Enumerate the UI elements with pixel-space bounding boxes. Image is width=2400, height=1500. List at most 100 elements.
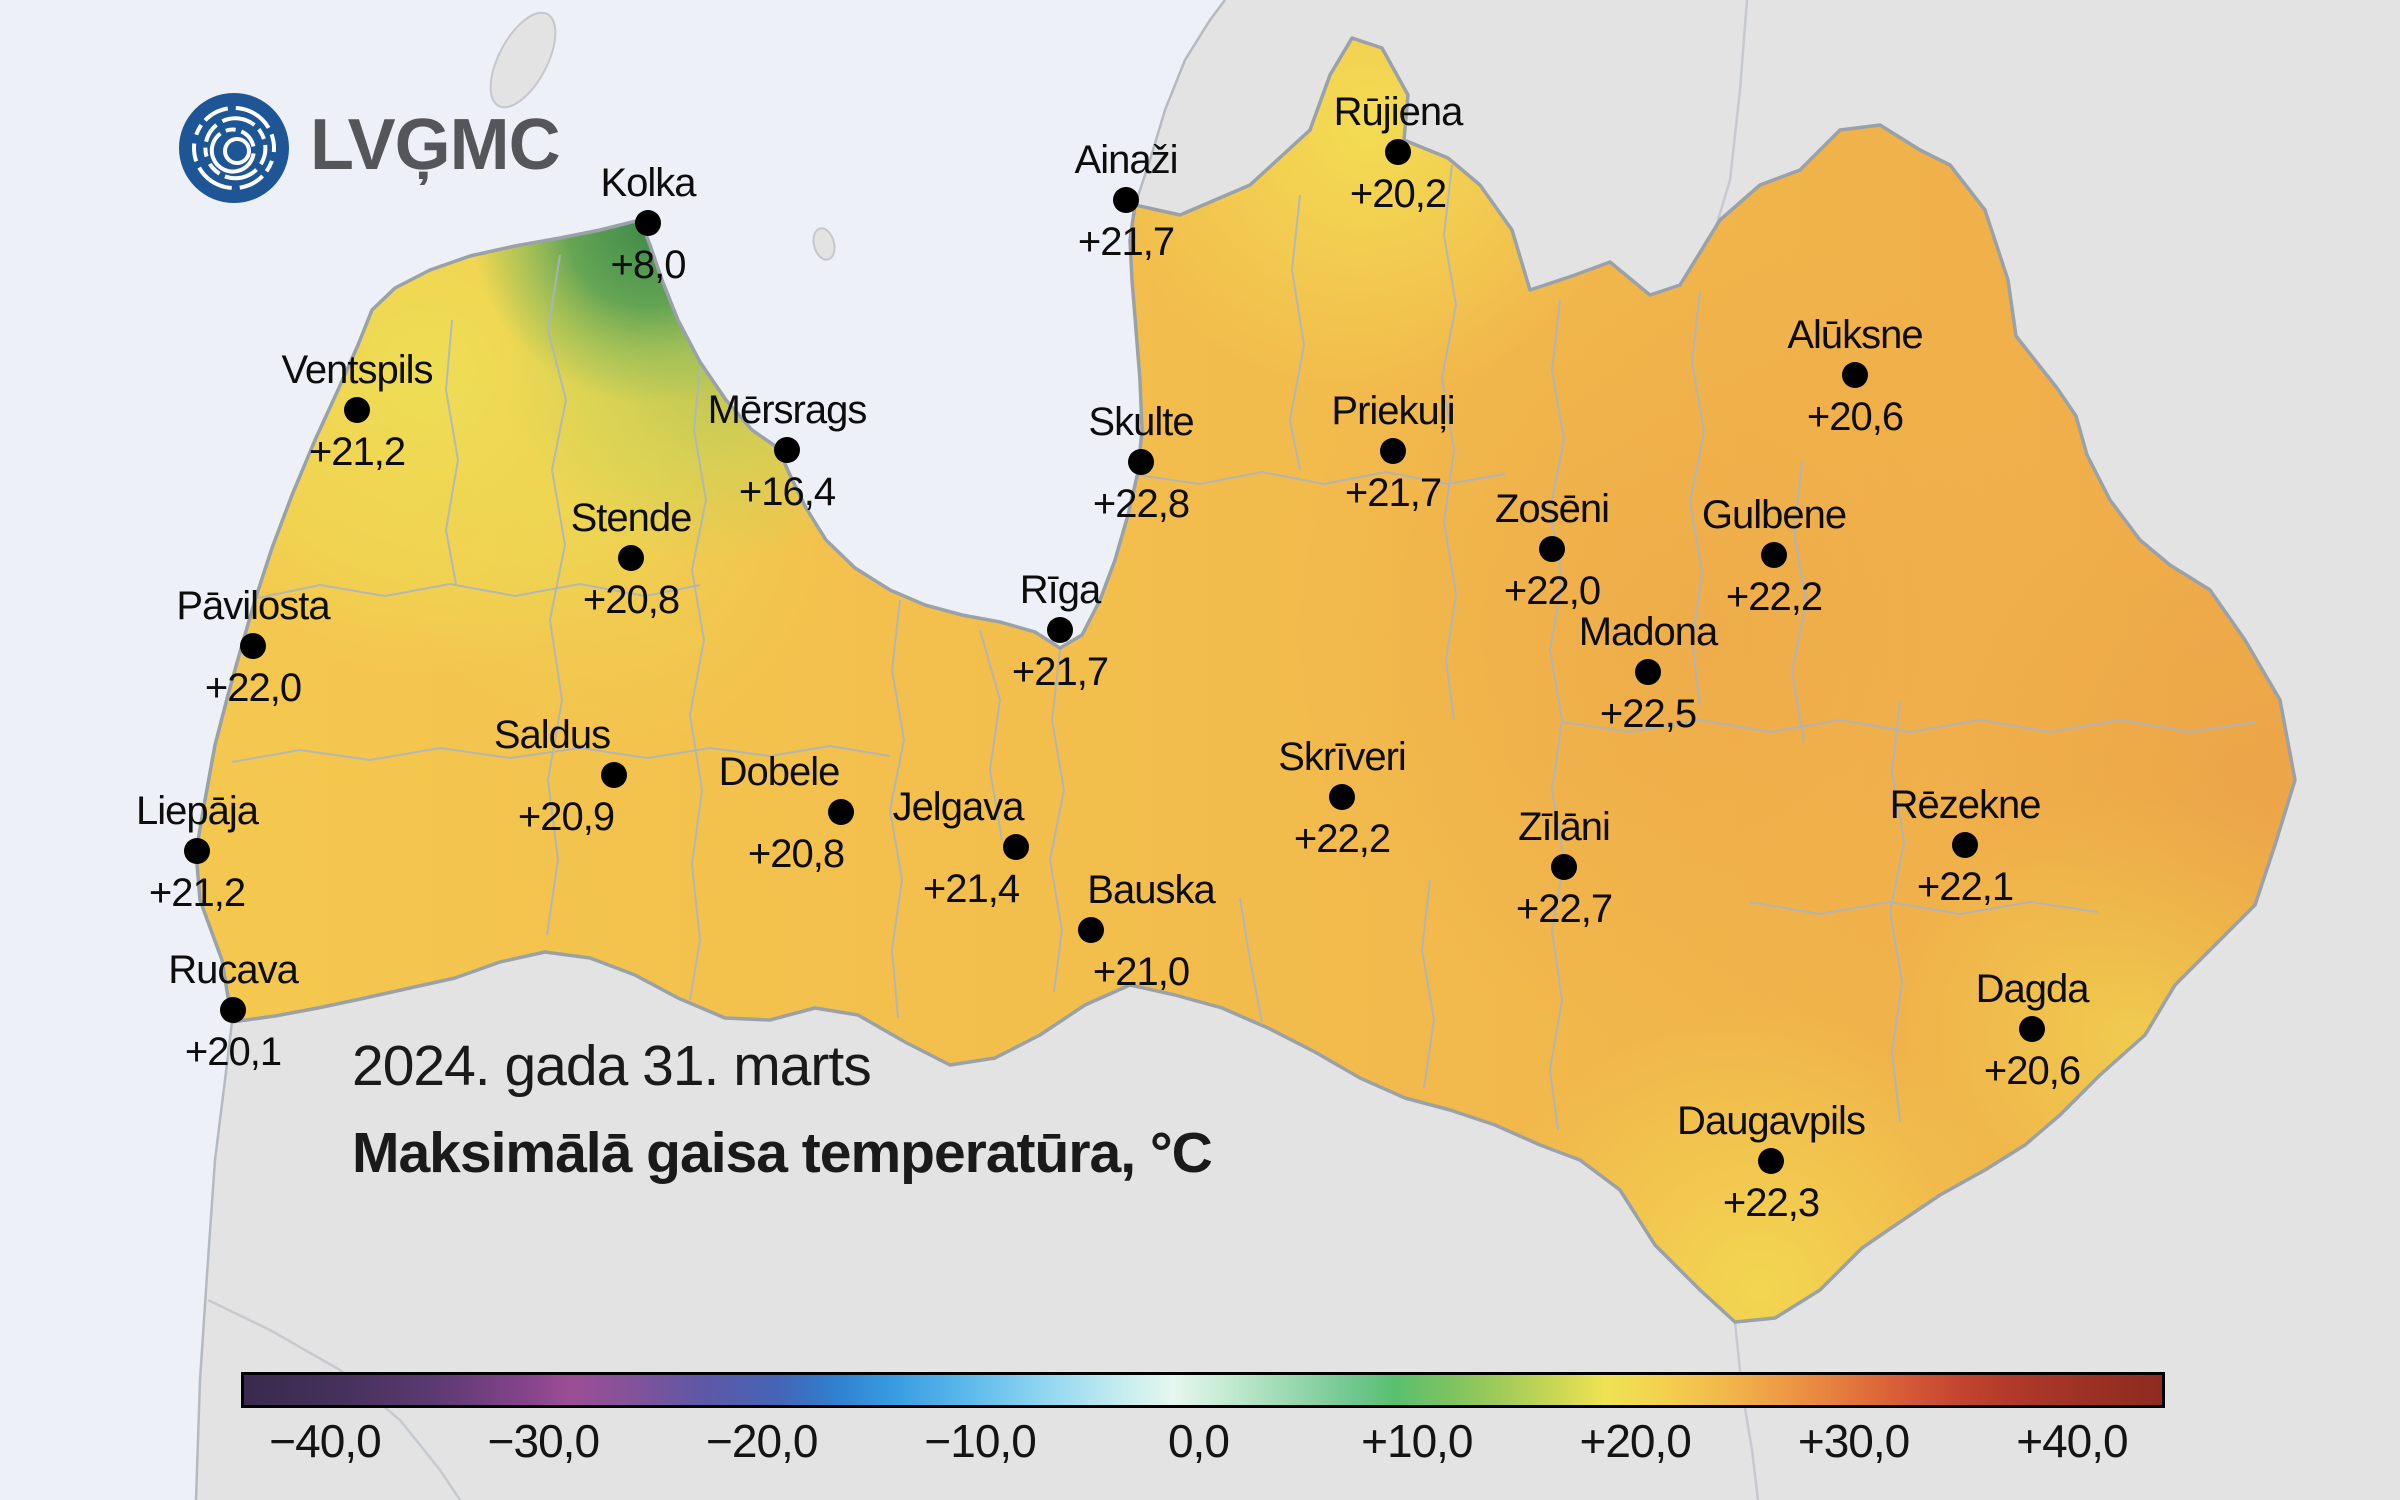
- colorbar-ticks: −40,0 −30,0 −20,0 −10,0 0,0 +10,0 +20,0 +30,0 +4…: [241, 1418, 2159, 1478]
- station-value: +22,2: [1293, 817, 1391, 861]
- baltic-sea: [0, 0, 1225, 1500]
- station-name: Rēzekne: [1889, 783, 2042, 827]
- station-dot: [1128, 449, 1154, 475]
- colorbar-tick-label: −10,0: [924, 1415, 1036, 1467]
- lvgmc-logo-text: LVĢMC: [310, 105, 561, 185]
- station-name: Saldus: [493, 713, 611, 757]
- station-value: +21,2: [308, 430, 406, 474]
- station-name: Alūksne: [1787, 313, 1923, 357]
- station-value: +20,8: [747, 832, 845, 876]
- station-name: Ventspils: [281, 348, 433, 392]
- station-name: Rūjiena: [1333, 90, 1464, 134]
- station-dot: [774, 437, 800, 463]
- map-title: Maksimālā gaisa temperatūra, °C: [352, 1121, 1213, 1185]
- station-value: +20,2: [1349, 172, 1447, 216]
- colorbar-gradient: [241, 1372, 2165, 1408]
- station-dot: [344, 397, 370, 423]
- station-dot: [1380, 438, 1406, 464]
- municipality-borders: [231, 164, 2257, 1131]
- station-value: +20,6: [1806, 395, 1904, 439]
- station-dot: [1003, 834, 1029, 860]
- station-name: Rīga: [1019, 568, 1101, 612]
- station-name: Stende: [570, 496, 693, 540]
- station-dot: [1952, 832, 1978, 858]
- station-name: Zīlāni: [1518, 805, 1611, 849]
- station-dot: [1758, 1148, 1784, 1174]
- station-value: +21,2: [148, 871, 246, 915]
- station-name: Rucava: [168, 948, 299, 992]
- temperature-colorbar: −40,0 −30,0 −20,0 −10,0 0,0 +10,0 +20,0 +30,0 +4…: [241, 1372, 2165, 1500]
- station-name: Liepāja: [135, 789, 259, 833]
- map-date: 2024. gada 31. marts: [352, 1034, 872, 1098]
- station-value: +21,7: [1011, 650, 1109, 694]
- colorbar-tick-label: +10,0: [1361, 1415, 1473, 1467]
- station-value: +8,0: [610, 243, 687, 287]
- station-dot: [1047, 617, 1073, 643]
- station-dot: [828, 799, 854, 825]
- station-dot: [184, 838, 210, 864]
- station-name: Daugavpils: [1677, 1099, 1866, 1143]
- station-value: +21,0: [1092, 950, 1190, 994]
- station-dot: [220, 997, 246, 1023]
- station-value: +20,1: [184, 1030, 282, 1074]
- station-value: +22,0: [204, 666, 302, 710]
- station-value: +21,7: [1344, 471, 1442, 515]
- station-name: Dagda: [1975, 967, 2090, 1011]
- island: [489, 11, 557, 109]
- estonia-coastline: [1133, 0, 1226, 206]
- station-dot: [1551, 854, 1577, 880]
- station-name: Pāvilosta: [176, 584, 330, 628]
- colorbar-tick-label: −30,0: [487, 1415, 600, 1467]
- station-dot: [1385, 139, 1411, 165]
- station-value: +22,8: [1092, 482, 1190, 526]
- station-dot: [1539, 536, 1565, 562]
- station-dot: [618, 545, 644, 571]
- colorbar-tick-label: +20,0: [1579, 1415, 1691, 1467]
- station-value: +22,1: [1916, 865, 2014, 909]
- lithuania-coastline: [194, 1021, 234, 1500]
- station-value: +22,5: [1599, 692, 1697, 736]
- colorbar-tick-label: +40,0: [2016, 1415, 2128, 1467]
- station-value: +21,7: [1077, 220, 1175, 264]
- station-value: +20,6: [1983, 1049, 2081, 1093]
- station-value: +22,7: [1515, 887, 1613, 931]
- station-name: Mērsrags: [707, 388, 868, 432]
- lvgmc-logo: LVĢMC: [178, 92, 561, 204]
- station-dot: [601, 762, 627, 788]
- station-name: Dobele: [718, 750, 841, 794]
- station-value: +20,9: [517, 795, 615, 839]
- station-value: +22,0: [1503, 569, 1601, 613]
- station-dot: [240, 633, 266, 659]
- station-value: +22,2: [1725, 575, 1823, 619]
- station-name: Priekuļi: [1331, 389, 1455, 433]
- lvgmc-globe-icon: [179, 93, 289, 203]
- colorbar-tick-label: −40,0: [269, 1415, 381, 1467]
- station-name: Skrīveri: [1278, 735, 1407, 779]
- station-dot: [1329, 784, 1355, 810]
- station-value: +20,8: [582, 578, 680, 622]
- station-name: Zosēni: [1494, 487, 1610, 531]
- station-value: +21,4: [922, 867, 1020, 911]
- station-dot: [1761, 542, 1787, 568]
- station-dot: [1842, 362, 1868, 388]
- colorbar-tick-label: +30,0: [1797, 1415, 1910, 1467]
- island: [812, 227, 836, 261]
- station-value: +16,4: [738, 470, 836, 514]
- station-dot: [635, 210, 661, 236]
- station-dot: [1635, 659, 1661, 685]
- station-value: +22,3: [1722, 1181, 1820, 1225]
- colorbar-tick-label: 0,0: [1167, 1415, 1230, 1467]
- title-block: 2024. gada 31. marts Maksimālā gaisa tem…: [352, 1034, 1213, 1185]
- station-name: Madona: [1578, 610, 1719, 654]
- station-name: Skulte: [1088, 400, 1194, 444]
- station-dot: [1113, 187, 1139, 213]
- station-name: Kolka: [600, 161, 696, 205]
- colorbar-tick-label: −20,0: [706, 1415, 818, 1467]
- station-dot: [1078, 917, 1104, 943]
- station-name: Gulbene: [1701, 493, 1847, 537]
- station-name: Bauska: [1087, 868, 1215, 912]
- station-name: Jelgava: [892, 785, 1025, 829]
